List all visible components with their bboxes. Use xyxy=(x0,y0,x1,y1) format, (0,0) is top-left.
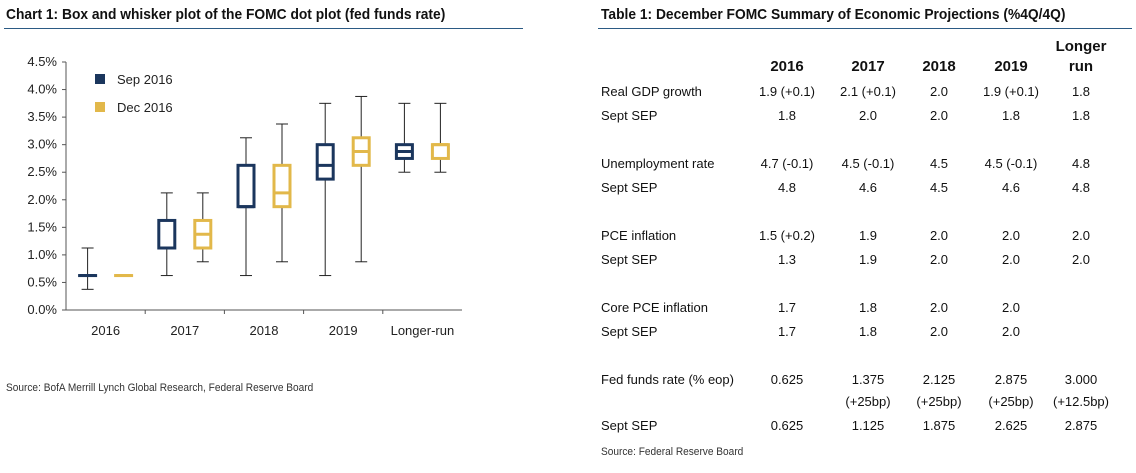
column-header: Longer xyxy=(1055,38,1107,55)
y-tick-label: 0.5% xyxy=(27,274,57,289)
table-cell: 4.6 xyxy=(858,180,878,195)
column-header: 2019 xyxy=(994,58,1028,75)
table-row-label: Core PCE inflation xyxy=(601,300,708,315)
y-tick-label: 4.0% xyxy=(27,82,57,97)
table-cell-change: (+25bp) xyxy=(916,394,962,409)
box-sep xyxy=(157,218,177,250)
legend-label: Sep 2016 xyxy=(117,72,173,87)
table-cell: 2.125 xyxy=(922,372,956,387)
box-dec xyxy=(430,143,450,160)
x-tick-label: 2018 xyxy=(250,323,279,338)
table-cell: 1.7 xyxy=(777,324,797,339)
table-cell: 1.875 xyxy=(922,418,956,433)
box-sep xyxy=(315,143,335,181)
legend-swatch xyxy=(95,102,105,112)
table-cell: 4.8 xyxy=(1071,156,1091,171)
table-row-label: Sept SEP xyxy=(601,108,658,123)
column-header: run xyxy=(1068,58,1094,75)
table-cell: 2.875 xyxy=(1064,418,1098,433)
table-title: Table 1: December FOMC Summary of Econom… xyxy=(601,6,1066,23)
table-cell: 1.5 (+0.2) xyxy=(758,228,815,243)
y-tick-label: 0.0% xyxy=(27,302,57,317)
table-cell-change: (+25bp) xyxy=(988,394,1034,409)
y-tick-label: 2.0% xyxy=(27,192,57,207)
table-cell: 2.0 xyxy=(929,228,949,243)
table-cell: 4.8 xyxy=(1071,180,1091,195)
table-row-label: PCE inflation xyxy=(601,228,677,243)
box-plot-chart: 0.0% 0.5% 1.0% 1.5% 2.0% 2.5% 3.0% 3.5% 4.0% 4.5%… xyxy=(27,54,462,338)
table-cell: 2.0 xyxy=(1071,228,1091,243)
table-row-label: Sept SEP xyxy=(601,418,658,433)
table-cell: 4.5 (-0.1) xyxy=(841,156,895,171)
y-tick-label: 3.5% xyxy=(27,109,57,124)
y-tick-label: 2.5% xyxy=(27,164,57,179)
table-row-label: Real GDP growth xyxy=(601,84,702,99)
table-cell: 1.3 xyxy=(777,252,797,267)
table-cell: 1.8 xyxy=(1001,108,1021,123)
table-source-note: Source: Federal Reserve Board xyxy=(601,446,744,458)
x-tick-label: 2019 xyxy=(329,323,358,338)
table-row-label: Sept SEP xyxy=(601,252,658,267)
table-row-label: Fed funds rate (% eop) xyxy=(601,372,734,387)
x-tick-label: 2017 xyxy=(170,323,199,338)
column-header: 2016 xyxy=(770,58,804,75)
y-tick-label: 1.0% xyxy=(27,247,57,262)
y-tick-label: 4.5% xyxy=(27,54,57,69)
table-cell: 2.875 xyxy=(994,372,1028,387)
table-cell-change: (+25bp) xyxy=(845,394,891,409)
table-cell: 1.9 (+0.1) xyxy=(982,84,1039,99)
table-cell: 1.9 xyxy=(858,228,878,243)
table-cell: 0.625 xyxy=(770,418,804,433)
table-cell: 0.625 xyxy=(770,372,804,387)
table-cell: 4.7 (-0.1) xyxy=(760,156,814,171)
table-cell: 1.9 xyxy=(858,252,878,267)
legend-label: Dec 2016 xyxy=(117,100,173,115)
chart-title-rule xyxy=(4,28,523,29)
table-cell: 2.625 xyxy=(994,418,1028,433)
column-header: 2017 xyxy=(851,58,885,75)
table-cell: 4.8 xyxy=(777,180,797,195)
table-cell: 2.0 xyxy=(929,324,949,339)
table-cell: 1.7 xyxy=(777,300,797,315)
y-tick-label: 3.0% xyxy=(27,137,57,152)
table-cell: 4.6 xyxy=(1001,180,1021,195)
box-dec xyxy=(272,163,292,209)
table-cell: 4.5 (-0.1) xyxy=(984,156,1038,171)
table-cell: 2.0 xyxy=(1001,300,1021,315)
x-tick-label: Longer-run xyxy=(391,323,455,338)
table-cell: 1.8 xyxy=(1071,108,1091,123)
table-cell: 2.0 xyxy=(929,252,949,267)
table-cell: 4.5 xyxy=(929,180,949,195)
box-sep xyxy=(236,163,256,209)
table-cell: 1.8 xyxy=(777,108,797,123)
table-cell: 2.1 (+0.1) xyxy=(839,84,896,99)
table-title-rule xyxy=(598,28,1132,29)
table-cell: 1.8 xyxy=(858,300,878,315)
table-cell: 2.0 xyxy=(1001,252,1021,267)
table-cell: 2.0 xyxy=(1001,228,1021,243)
chart-source-note: Source: BofA Merrill Lynch Global Resear… xyxy=(6,382,314,394)
chart-title: Chart 1: Box and whisker plot of the FOM… xyxy=(6,6,446,23)
table-row-label: Unemployment rate xyxy=(601,156,715,171)
table-row-label: Sept SEP xyxy=(601,324,658,339)
table-cell: 2.0 xyxy=(929,108,949,123)
table-cell: 1.375 xyxy=(851,372,885,387)
table-cell-change: (+12.5bp) xyxy=(1052,394,1109,409)
table-cell: 2.0 xyxy=(1001,324,1021,339)
table-cell: 1.8 xyxy=(1071,84,1091,99)
table-cell: 2.0 xyxy=(1071,252,1091,267)
table-cell: 1.9 (+0.1) xyxy=(758,84,815,99)
table-cell: 1.125 xyxy=(851,418,885,433)
x-tick-label: 2016 xyxy=(91,323,120,338)
y-tick-label: 1.5% xyxy=(27,219,57,234)
table-cell: 1.8 xyxy=(858,324,878,339)
table-cell: 2.0 xyxy=(929,84,949,99)
table-cell: 3.000 xyxy=(1064,372,1098,387)
table-cell: 4.5 xyxy=(929,156,949,171)
table-row-label: Sept SEP xyxy=(601,180,658,195)
table-cell: 2.0 xyxy=(929,300,949,315)
legend-swatch xyxy=(95,74,105,84)
column-header: 2018 xyxy=(922,58,956,75)
table-cell: 2.0 xyxy=(858,108,878,123)
